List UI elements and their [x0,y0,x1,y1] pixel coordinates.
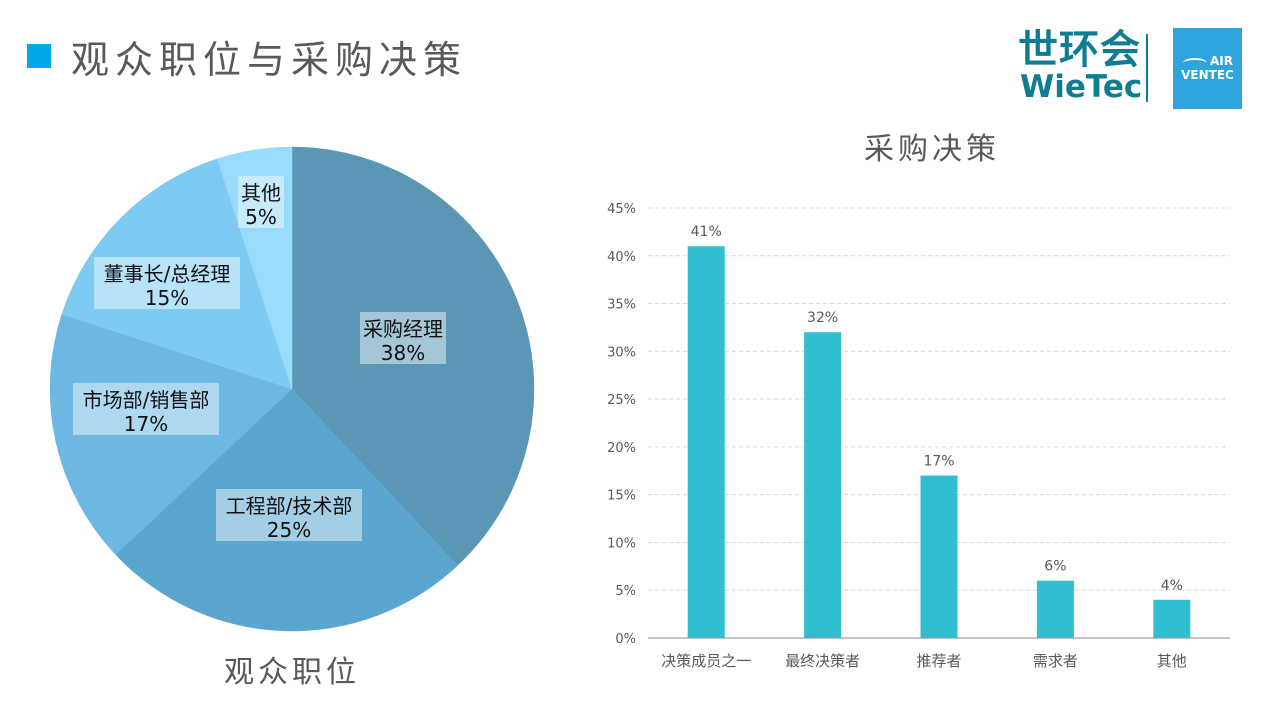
pie-slice [61,158,293,390]
bar-value-label: 17% [923,454,954,470]
bar-value-label: 6% [1044,559,1066,575]
y-tick-label: 25% [607,393,636,408]
y-tick-label: 5% [615,584,636,599]
pie-slice-label: 其他 [241,181,281,205]
bar [920,475,958,638]
pie-slice [291,146,535,566]
logo-cn-text: 世环会 [1018,27,1141,73]
bar [687,246,725,638]
page-title: 观众职位与采购决策 [71,37,468,82]
pie-value-label: 5% [245,205,277,229]
logo: 世环会 WieTec AIR VENTEC [1018,28,1242,110]
bar-value-label: 32% [807,310,838,326]
pie-value-label: 38% [381,341,425,365]
title-bar: 观众职位与采购决策 [27,34,467,82]
y-tick-label: 0% [615,632,636,647]
pie-slice-label: 工程部/技术部 [226,494,353,518]
pie-label-box [94,257,240,309]
x-category-label: 其他 [1157,652,1187,670]
pie-value-label: 25% [267,518,311,542]
wave-icon [1183,58,1207,68]
y-tick-label: 30% [607,345,636,360]
bar [804,332,842,638]
y-tick-label: 35% [607,298,636,313]
bar [1036,580,1074,638]
logo-en-text: WieTec [1020,69,1143,105]
air-ventec-logo: AIR VENTEC [1173,28,1242,109]
pie-label-box [238,176,284,228]
y-tick-label: 20% [607,441,636,456]
bar [1153,599,1191,638]
pie-slice-label: 市场部/销售部 [83,388,210,412]
logo-divider [1146,34,1148,102]
pie-slice [49,313,293,556]
y-tick-label: 40% [607,250,636,265]
logo-ventec-text: VENTEC [1181,68,1234,82]
pie-slice [115,388,459,632]
y-tick-label: 45% [607,202,636,217]
bar-value-label: 41% [691,224,722,240]
pie-value-label: 17% [124,412,168,436]
x-category-label: 需求者 [1033,652,1078,670]
pie-slice-label: 采购经理 [363,317,443,341]
pie-slice-label: 董事长/总经理 [104,262,231,286]
pie-slice [216,146,293,390]
pie-label-box [360,312,446,364]
pie-label-box [216,489,362,541]
y-tick-label: 10% [607,536,636,551]
title-square-icon [27,44,51,68]
bar-value-label: 4% [1161,578,1183,594]
y-tick-label: 15% [607,489,636,504]
pie-label-box [73,383,219,435]
bar-chart-title: 采购决策 [864,132,1000,167]
pie-value-label: 15% [145,286,189,310]
x-category-label: 推荐者 [916,652,961,670]
x-category-label: 最终决策者 [785,652,860,670]
pie-title: 观众职位 [224,655,360,690]
x-category-label: 决策成员之一 [661,652,751,670]
logo-air-text: AIR [1210,54,1233,68]
